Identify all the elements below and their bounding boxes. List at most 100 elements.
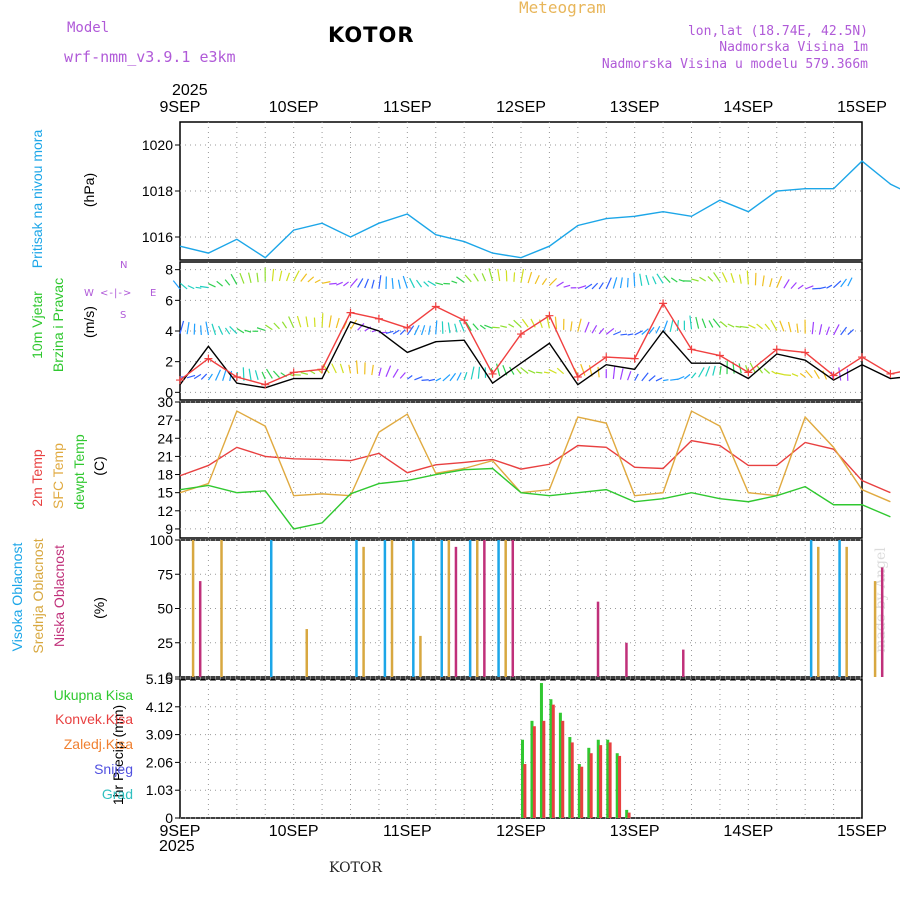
wind-arrow bbox=[172, 280, 181, 290]
wind-arrow bbox=[535, 371, 543, 374]
cloud-bar bbox=[198, 581, 202, 677]
wind-arrow bbox=[799, 372, 806, 378]
precip-bar bbox=[558, 712, 562, 818]
wind-arrow bbox=[435, 320, 438, 335]
wind-arrow bbox=[554, 316, 558, 330]
wind-arrow bbox=[288, 316, 295, 328]
wind-arrow bbox=[513, 272, 516, 282]
gust-marker bbox=[460, 316, 469, 325]
wind-arrow bbox=[208, 283, 216, 288]
model-label: Model bbox=[67, 20, 110, 36]
wind-arrow bbox=[541, 278, 548, 286]
wind-arrow bbox=[634, 373, 639, 381]
wind-arrow bbox=[186, 322, 190, 335]
wind-arrow bbox=[645, 274, 650, 286]
year-top: 2025 bbox=[172, 82, 208, 99]
gust-marker bbox=[659, 299, 668, 308]
cloud-bar bbox=[447, 540, 451, 677]
y-tick-label: 18 bbox=[157, 467, 173, 483]
wind-arrow bbox=[735, 325, 742, 328]
x-tick-label-top: 13SEP bbox=[610, 99, 660, 116]
wind-arrow bbox=[247, 272, 252, 283]
gust-marker bbox=[687, 345, 696, 354]
x-tick-label-top: 10SEP bbox=[269, 99, 319, 116]
wind-arrow bbox=[707, 276, 714, 282]
gust-marker bbox=[715, 351, 724, 360]
wind-arrow bbox=[186, 374, 196, 379]
wind-arrow bbox=[216, 280, 224, 287]
wind-arrow bbox=[187, 285, 195, 290]
wind-arrow bbox=[691, 372, 697, 379]
wind-arrow bbox=[477, 366, 481, 379]
wind-arrow bbox=[180, 282, 188, 290]
gust-marker bbox=[744, 368, 753, 377]
wind-arrow bbox=[805, 369, 813, 379]
wind-arrow bbox=[626, 371, 632, 381]
wind-arrow bbox=[543, 371, 550, 374]
wind-arrow bbox=[328, 315, 332, 328]
cloud-bar bbox=[305, 629, 309, 677]
wind-arrow bbox=[454, 323, 458, 333]
wind-arrow bbox=[677, 375, 685, 381]
cloud-bar bbox=[845, 546, 848, 677]
wind-arrow bbox=[739, 325, 749, 329]
gust-marker bbox=[772, 345, 781, 354]
wind-arrow bbox=[695, 316, 700, 329]
wind-arrow bbox=[265, 324, 273, 331]
y-tick-label: 2 bbox=[165, 354, 173, 370]
precip-bar bbox=[577, 764, 581, 818]
x-tick-label-bottom: 10SEP bbox=[269, 823, 319, 840]
y-tick-label: 5.15 bbox=[146, 671, 173, 687]
wind-arrow bbox=[840, 278, 847, 288]
wind-arrow bbox=[248, 368, 252, 381]
wind-arrow bbox=[392, 329, 400, 335]
precip-bar bbox=[530, 720, 534, 818]
lonlat-label: lon,lat (18.74E, 42.5N) bbox=[687, 24, 868, 39]
wind-arrow bbox=[655, 325, 661, 334]
cloud-bar bbox=[838, 540, 841, 677]
wind-arrow bbox=[500, 325, 507, 328]
model-elevation-label: Nadmorska Visina u modelu 579.366m bbox=[601, 57, 868, 72]
wind-arrow bbox=[670, 277, 678, 283]
wind-arrow bbox=[357, 323, 365, 331]
x-tick-label-top: 14SEP bbox=[723, 99, 773, 116]
y-tick-label: 0 bbox=[165, 810, 173, 826]
wind-arrow bbox=[833, 280, 842, 289]
wind-arrow bbox=[770, 319, 778, 331]
wind-arrow bbox=[598, 327, 605, 335]
cloud-bar bbox=[390, 540, 394, 677]
series-line bbox=[179, 410, 891, 503]
wind-arrow bbox=[406, 325, 415, 336]
cloud-bar bbox=[483, 540, 486, 677]
compass-n: N bbox=[120, 260, 128, 271]
wind-arrow bbox=[779, 320, 785, 332]
gust-marker bbox=[858, 353, 866, 362]
wind-arrow bbox=[534, 274, 540, 285]
wind-arrow bbox=[214, 369, 221, 381]
cloud-bar bbox=[419, 635, 422, 677]
x-tick-label-bottom: 13SEP bbox=[610, 823, 660, 840]
wind-arrow bbox=[314, 279, 321, 284]
wind-arrow bbox=[548, 368, 557, 374]
legend-precip-total: Ukupna Kisa bbox=[53, 687, 133, 703]
wind-arrow bbox=[684, 373, 691, 380]
cloud-bar bbox=[625, 642, 628, 677]
wind-arrow bbox=[481, 273, 487, 282]
wind-arrow bbox=[796, 323, 799, 334]
wind-arrow bbox=[218, 325, 224, 335]
wind-arrow bbox=[699, 276, 707, 282]
compass-e: E bbox=[150, 288, 157, 299]
wind-arrow bbox=[689, 315, 693, 330]
wind-arrow bbox=[329, 282, 337, 285]
wind-arrow bbox=[414, 376, 423, 381]
cloud-bar bbox=[454, 546, 458, 677]
series-line bbox=[179, 301, 900, 386]
gust-marker bbox=[488, 369, 497, 378]
wind-arrow bbox=[413, 324, 420, 336]
y-tick-label: 0 bbox=[165, 669, 173, 685]
wind-arrow bbox=[746, 270, 749, 285]
year-bottom: 2025 bbox=[159, 838, 195, 855]
elevation-label: Nadmorska Visina 1m bbox=[719, 40, 868, 55]
x-tick-label-top: 12SEP bbox=[496, 99, 546, 116]
wind-arrow bbox=[385, 330, 394, 334]
